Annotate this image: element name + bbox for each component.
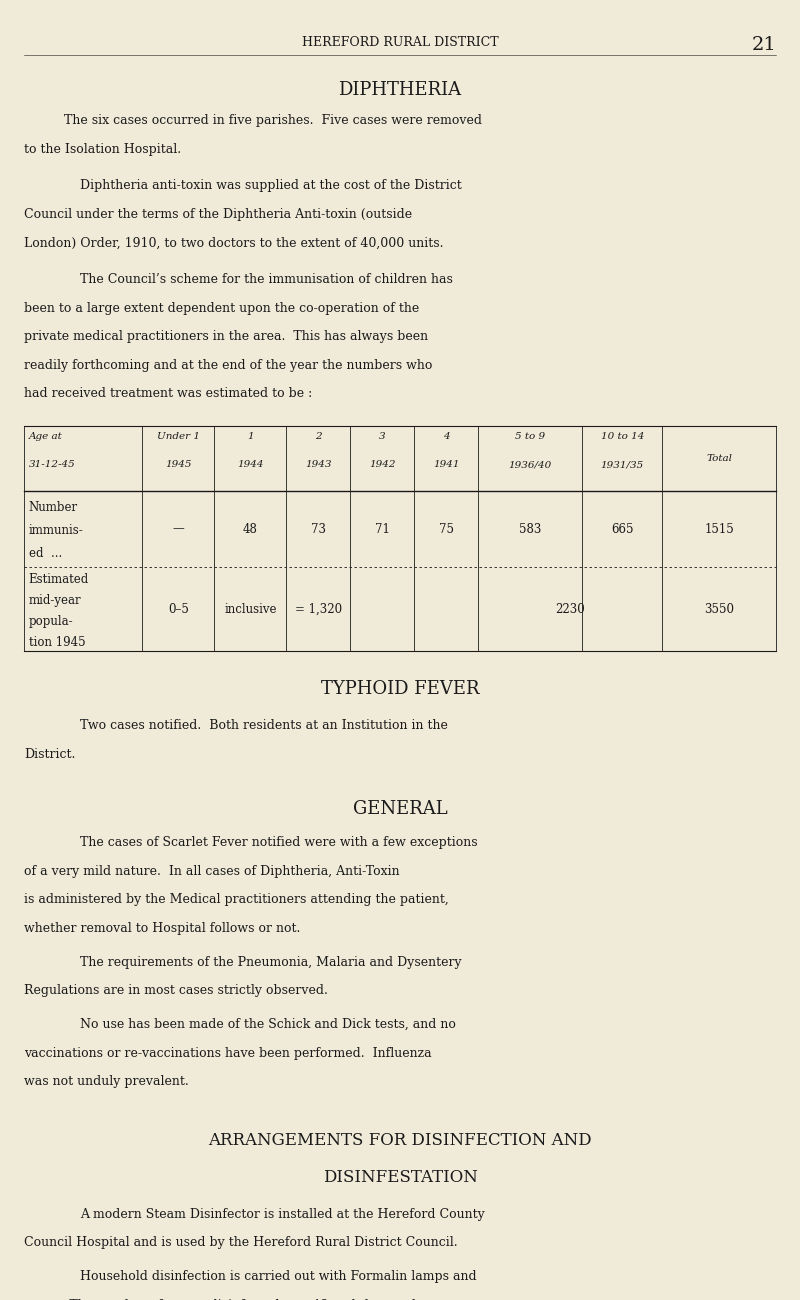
Text: 73: 73 xyxy=(311,523,326,536)
Text: —: — xyxy=(173,523,184,536)
Text: ARRANGEMENTS FOR DISINFECTION AND: ARRANGEMENTS FOR DISINFECTION AND xyxy=(208,1132,592,1149)
Text: 2: 2 xyxy=(315,432,322,441)
Text: District.: District. xyxy=(24,747,75,760)
Text: 665: 665 xyxy=(611,523,634,536)
Text: Regulations are in most cases strictly observed.: Regulations are in most cases strictly o… xyxy=(24,984,328,997)
Text: Total: Total xyxy=(706,455,732,463)
Text: The Council’s scheme for the immunisation of children has: The Council’s scheme for the immunisatio… xyxy=(80,273,453,286)
Text: is administered by the Medical practitioners attending the patient,: is administered by the Medical practitio… xyxy=(24,893,449,906)
Text: to the Isolation Hospital.: to the Isolation Hospital. xyxy=(24,143,181,156)
Text: 1943: 1943 xyxy=(305,460,332,469)
Text: The requirements of the Pneumonia, Malaria and Dysentery: The requirements of the Pneumonia, Malar… xyxy=(80,956,462,968)
Text: Estimated: Estimated xyxy=(29,573,89,586)
Text: tion 1945: tion 1945 xyxy=(29,636,86,649)
Text: Diphtheria anti-toxin was supplied at the cost of the District: Diphtheria anti-toxin was supplied at th… xyxy=(80,179,462,192)
Text: immunis-: immunis- xyxy=(29,524,83,537)
Text: private medical practitioners in the area.  This has always been: private medical practitioners in the are… xyxy=(24,330,428,343)
Text: Two cases notified.  Both residents at an Institution in the: Two cases notified. Both residents at an… xyxy=(80,719,448,732)
Text: 1936/40: 1936/40 xyxy=(509,460,552,469)
Text: 71: 71 xyxy=(375,523,390,536)
Text: 48: 48 xyxy=(243,523,258,536)
Text: 10 to 14: 10 to 14 xyxy=(601,432,644,441)
Text: ed  ...: ed ... xyxy=(29,547,62,560)
Text: A modern Steam Disinfector is installed at the Hereford County: A modern Steam Disinfector is installed … xyxy=(80,1208,485,1221)
Text: The six cases occurred in five parishes.  Five cases were removed: The six cases occurred in five parishes.… xyxy=(64,114,482,127)
Text: The cases of Scarlet Fever notified were with a few exceptions: The cases of Scarlet Fever notified were… xyxy=(80,836,478,849)
Text: whether removal to Hospital follows or not.: whether removal to Hospital follows or n… xyxy=(24,922,300,935)
Text: DIPHTHERIA: DIPHTHERIA xyxy=(338,81,462,99)
Text: GENERAL: GENERAL xyxy=(353,800,447,818)
Text: 21: 21 xyxy=(751,36,776,55)
Text: Number: Number xyxy=(29,500,78,514)
Text: 1515: 1515 xyxy=(704,523,734,536)
Text: readily forthcoming and at the end of the year the numbers who: readily forthcoming and at the end of th… xyxy=(24,359,432,372)
Text: was not unduly prevalent.: was not unduly prevalent. xyxy=(24,1075,189,1088)
Text: inclusive: inclusive xyxy=(224,603,277,616)
Text: 3550: 3550 xyxy=(704,603,734,616)
Text: TYPHOID FEVER: TYPHOID FEVER xyxy=(321,680,479,698)
Text: 75: 75 xyxy=(439,523,454,536)
Text: 1942: 1942 xyxy=(369,460,396,469)
Text: 1931/35: 1931/35 xyxy=(601,460,644,469)
Text: popula-: popula- xyxy=(29,615,74,628)
Text: Under 1: Under 1 xyxy=(157,432,200,441)
Text: vaccinations or re-vaccinations have been performed.  Influenza: vaccinations or re-vaccinations have bee… xyxy=(24,1046,432,1059)
Text: 3: 3 xyxy=(379,432,386,441)
Text: 0–5: 0–5 xyxy=(168,603,189,616)
Text: 1: 1 xyxy=(247,432,254,441)
Text: mid-year: mid-year xyxy=(29,594,82,607)
Text: 31-12-45: 31-12-45 xyxy=(29,460,75,469)
Text: had received treatment was estimated to be :: had received treatment was estimated to … xyxy=(24,387,312,400)
Text: Council under the terms of the Diphtheria Anti-toxin (outside: Council under the terms of the Diphtheri… xyxy=(24,208,412,221)
Text: No use has been made of the Schick and Dick tests, and no: No use has been made of the Schick and D… xyxy=(80,1018,456,1031)
Text: 4: 4 xyxy=(443,432,450,441)
Text: Age at: Age at xyxy=(29,432,62,441)
Text: 1945: 1945 xyxy=(165,460,192,469)
Text: Household disinfection is carried out with Formalin lamps and: Household disinfection is carried out wi… xyxy=(80,1270,477,1283)
Text: London) Order, 1910, to two doctors to the extent of 40,000 units.: London) Order, 1910, to two doctors to t… xyxy=(24,237,443,250)
Text: 1944: 1944 xyxy=(237,460,264,469)
Text: DISINFESTATION: DISINFESTATION xyxy=(322,1169,478,1186)
Text: 583: 583 xyxy=(519,523,542,536)
Text: 1941: 1941 xyxy=(433,460,460,469)
Text: 2230: 2230 xyxy=(555,603,586,616)
Text: of a very mild nature.  In all cases of Diphtheria, Anti-Toxin: of a very mild nature. In all cases of D… xyxy=(24,864,400,878)
Text: Council Hospital and is used by the Hereford Rural District Council.: Council Hospital and is used by the Here… xyxy=(24,1236,458,1249)
Text: = 1,320: = 1,320 xyxy=(295,603,342,616)
Text: 5 to 9: 5 to 9 xyxy=(515,432,546,441)
Text: been to a large extent dependent upon the co-operation of the: been to a large extent dependent upon th… xyxy=(24,302,419,315)
Text: HEREFORD RURAL DISTRICT: HEREFORD RURAL DISTRICT xyxy=(302,36,498,49)
